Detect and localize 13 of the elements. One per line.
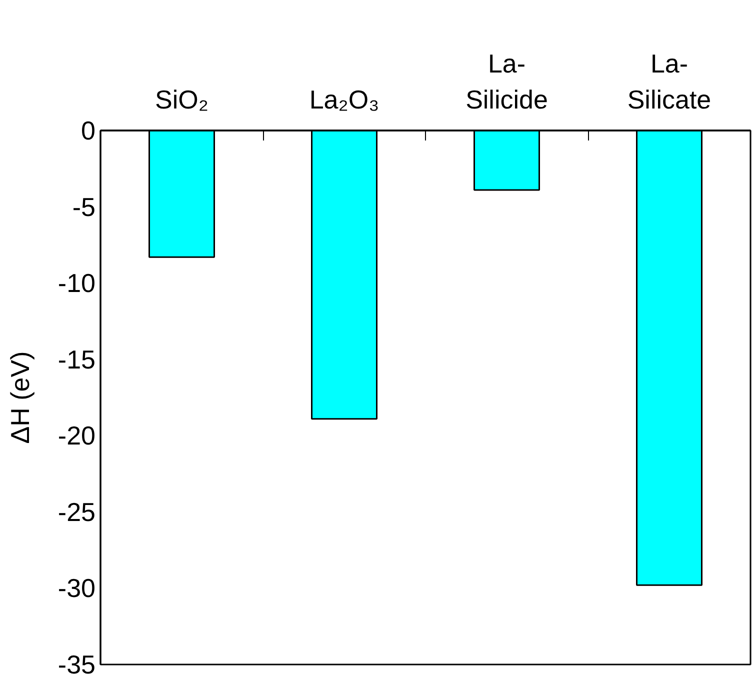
y-tick-label: -15 [58,344,96,374]
y-tick-label: -25 [58,496,96,527]
x-tick-label: La₂O₃ [309,84,380,114]
y-tick-label: -10 [58,268,96,298]
y-tick-label: -35 [58,650,96,680]
x-tick-label: SiO₂ [155,84,208,114]
y-tick-label: -30 [58,573,96,604]
x-tick-label: La- Silicate [627,48,712,114]
y-axis-title: ΔH (eV) [4,351,35,444]
y-tick-label: -5 [72,192,96,222]
y-tick-label: 0 [81,116,96,146]
x-tick-label: La- Silicide [466,48,548,114]
y-tick-label: -20 [58,420,96,451]
